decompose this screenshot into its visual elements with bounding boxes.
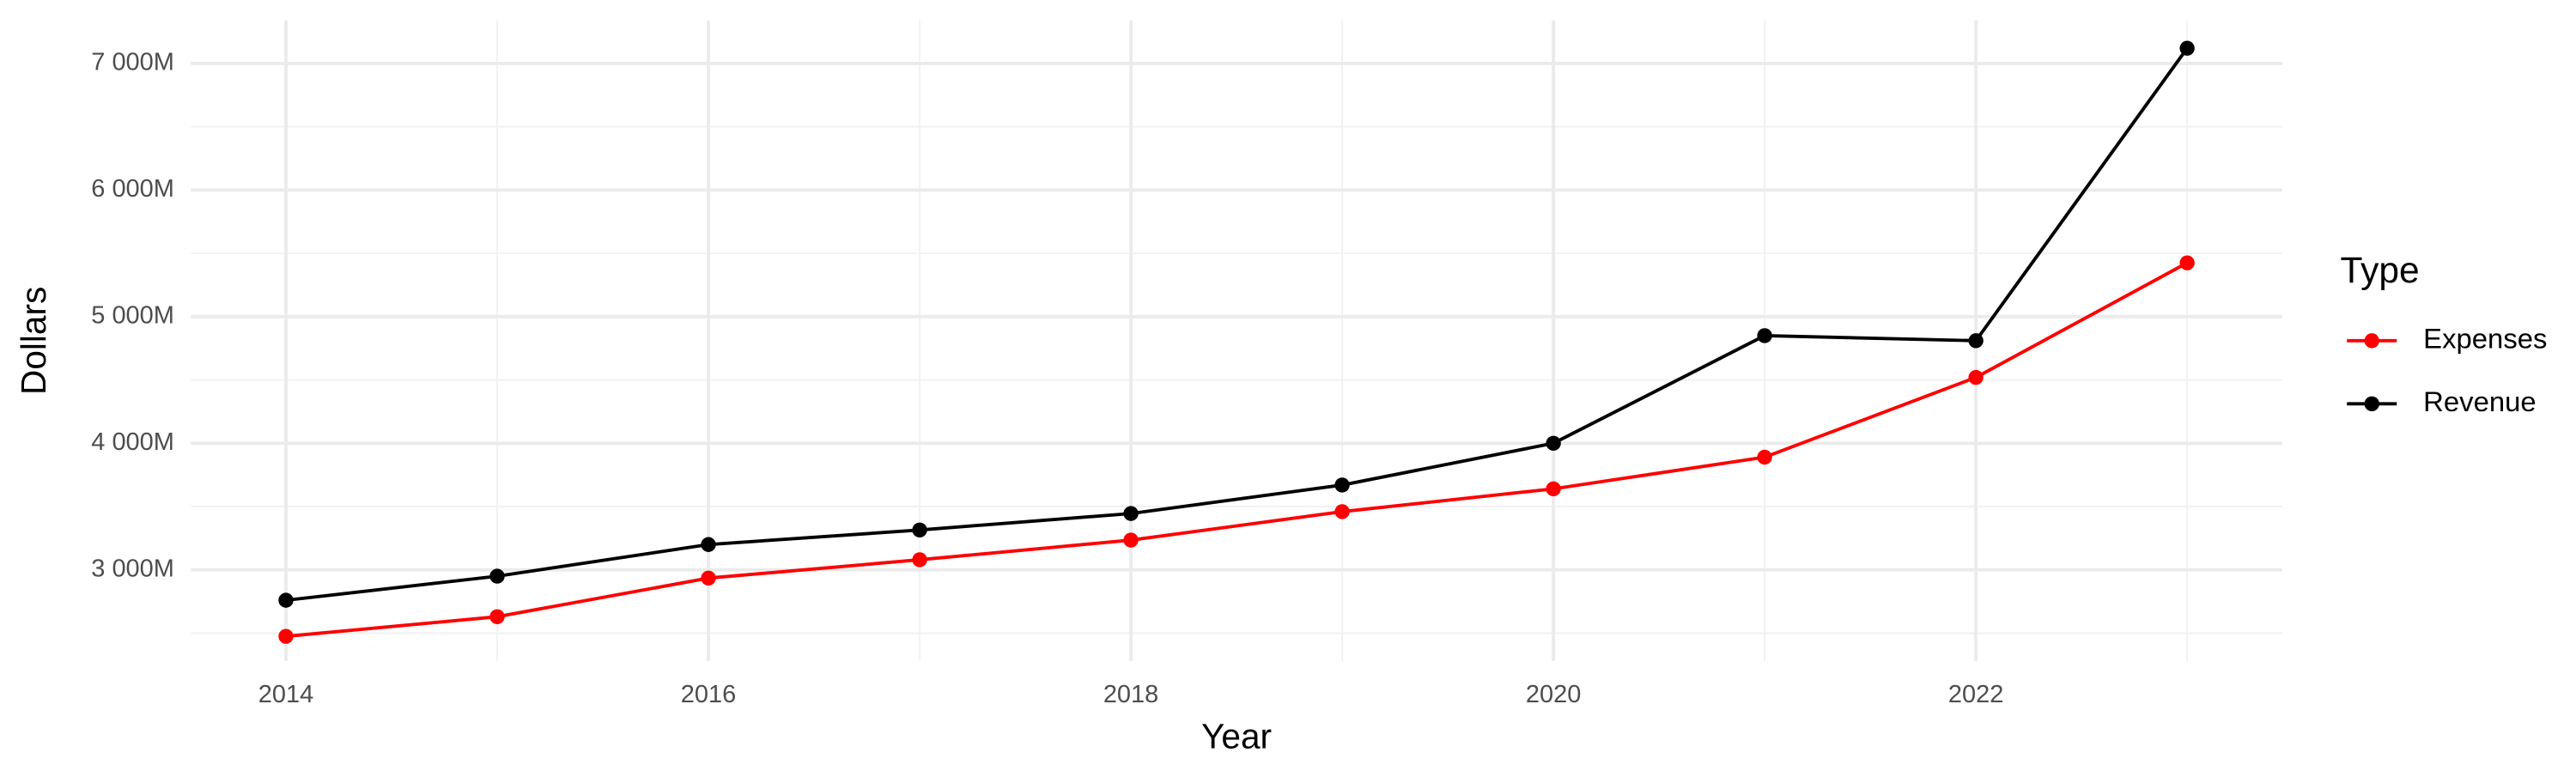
data-point xyxy=(1334,504,1350,519)
legend-label: Revenue xyxy=(2423,385,2537,417)
x-axis-title: Year xyxy=(1201,716,1272,756)
x-tick-label: 2018 xyxy=(1103,681,1158,708)
data-point xyxy=(701,570,716,586)
data-point xyxy=(912,552,927,568)
x-tick-label: 2022 xyxy=(1948,681,2003,708)
data-point xyxy=(1546,435,1561,451)
legend-title: Type xyxy=(2341,251,2420,291)
data-point xyxy=(2179,255,2195,270)
series-line xyxy=(285,261,2189,639)
data-point xyxy=(1757,328,1772,343)
y-tick-label: 6 000M xyxy=(91,175,174,203)
legend-label: Expenses xyxy=(2423,323,2547,355)
legend-marker xyxy=(2364,396,2379,411)
x-tick-label: 2016 xyxy=(681,681,736,708)
data-point xyxy=(278,592,294,608)
data-point xyxy=(489,609,505,624)
x-tick-label: 2020 xyxy=(1526,681,1581,708)
data-point xyxy=(701,537,716,552)
data-point xyxy=(2179,40,2195,56)
series-line xyxy=(285,47,2189,603)
y-tick-label: 3 000M xyxy=(91,555,174,582)
data-point xyxy=(1546,481,1561,497)
legend-marker xyxy=(2364,333,2379,349)
data-point xyxy=(1123,506,1139,521)
y-tick-label: 7 000M xyxy=(91,49,174,76)
data-point xyxy=(1757,449,1772,465)
data-point xyxy=(1968,333,1984,349)
data-point xyxy=(1968,369,1984,385)
data-point xyxy=(1334,477,1350,493)
y-tick-label: 4 000M xyxy=(91,428,174,456)
data-point xyxy=(489,568,505,584)
data-point xyxy=(1123,532,1139,548)
data-point xyxy=(912,522,927,537)
data-point xyxy=(278,628,294,644)
y-tick-label: 5 000M xyxy=(91,301,174,329)
y-axis-title: Dollars xyxy=(14,287,53,395)
x-tick-label: 2014 xyxy=(258,681,313,708)
